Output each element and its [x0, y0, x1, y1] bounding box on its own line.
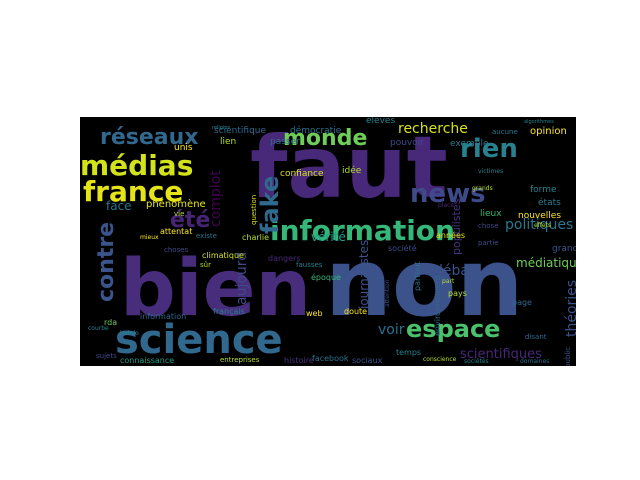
cloud-word: états: [538, 197, 561, 208]
cloud-word: page: [512, 298, 532, 307]
cloud-word: lien: [220, 137, 236, 147]
cloud-word: fake: [256, 176, 284, 234]
cloud-word: question: [250, 195, 258, 225]
cloud-word: débat: [434, 263, 475, 279]
cloud-word: complot: [208, 170, 224, 227]
cloud-word: bien: [120, 244, 311, 334]
cloud-word: réseaux: [100, 125, 198, 150]
cloud-word: france: [83, 175, 183, 208]
cloud-word: pouvoir: [390, 138, 424, 148]
word-cloud-background: [80, 117, 576, 366]
cloud-word: effets: [534, 222, 551, 229]
cloud-word: démocratie: [290, 125, 342, 136]
cloud-word: vie: [174, 210, 184, 218]
cloud-word: été: [170, 208, 210, 233]
cloud-word: journalistes: [357, 240, 371, 310]
cloud-word: idée: [342, 165, 362, 176]
cloud-word: disant: [525, 333, 547, 341]
cloud-word: aujourd: [234, 252, 250, 305]
cloud-word: passer: [270, 137, 300, 147]
cloud-word: histoire: [284, 356, 314, 365]
cloud-word: grands: [472, 185, 493, 192]
cloud-word: années: [436, 230, 465, 240]
cloud-word: charlie: [242, 233, 269, 242]
cloud-word: grand: [552, 244, 576, 254]
cloud-word: sociétés: [464, 358, 489, 365]
cloud-word: unis: [174, 143, 193, 153]
cloud-word: élèves: [366, 117, 395, 126]
cloud-word: attention: [384, 279, 391, 307]
cloud-word: nouvelles: [518, 211, 561, 221]
cloud-word: phénomène: [146, 198, 206, 210]
cloud-word: non: [325, 229, 523, 338]
cloud-word: contre: [94, 222, 119, 302]
cloud-word: dangers: [268, 254, 301, 263]
cloud-word: exemple: [450, 139, 489, 149]
cloud-word: époque: [311, 272, 341, 282]
cloud-word: pays: [448, 289, 467, 298]
cloud-word: aucune: [492, 128, 518, 136]
cloud-word: environnement: [433, 275, 442, 336]
cloud-word: information: [140, 312, 186, 321]
cloud-word: forme: [530, 185, 557, 195]
cloud-word: public: [564, 347, 572, 366]
cloud-word: théories: [564, 280, 576, 337]
cloud-word: doute: [344, 307, 367, 316]
cloud-word: choses: [164, 246, 189, 254]
cloud-word: monde: [283, 126, 367, 151]
cloud-word: rda: [104, 318, 117, 327]
cloud-word: existe: [196, 232, 217, 240]
cloud-word: victimes: [478, 168, 503, 175]
cloud-word: place: [438, 202, 454, 209]
cloud-word: climatique: [202, 251, 244, 260]
cloud-word: français: [213, 307, 245, 316]
word-cloud-image: faut bien non science information médias franc…: [80, 117, 576, 366]
cloud-word: société: [388, 243, 417, 253]
cloud-word: partie: [478, 239, 499, 247]
cloud-word: politiques: [505, 217, 573, 233]
cloud-word: scientifiques: [460, 347, 542, 362]
cloud-word: temps: [396, 348, 421, 357]
cloud-word: conscience: [423, 356, 457, 363]
cloud-word: voir: [378, 322, 405, 338]
cloud-word: domaines: [520, 358, 549, 365]
cloud-word: mieux: [140, 234, 159, 241]
cloud-word: sûr: [200, 261, 211, 269]
cloud-word: religion: [212, 125, 231, 131]
cloud-word: médiatique: [516, 256, 576, 270]
cloud-word: partout: [413, 261, 422, 291]
cloud-word: vérité: [311, 230, 346, 244]
cloud-word: face: [106, 199, 132, 213]
cloud-word: part: [442, 278, 455, 285]
cloud-word: recherche: [398, 121, 468, 137]
cloud-word: espace: [406, 315, 500, 343]
cloud-word: médias: [80, 149, 193, 182]
cloud-word: opinion: [530, 126, 567, 137]
cloud-word: information: [270, 214, 455, 247]
cloud-word: scientifique: [214, 126, 266, 136]
cloud-word: science: [115, 317, 283, 363]
cloud-word: entreprises: [220, 356, 260, 364]
cloud-word: faut: [250, 118, 448, 218]
cloud-word: chose: [478, 222, 499, 230]
cloud-word: lieux: [480, 209, 502, 219]
cloud-word: facebook: [312, 354, 349, 363]
cloud-word: hebdo: [120, 330, 139, 337]
cloud-word: news: [410, 179, 486, 209]
cloud-word: populistes: [450, 198, 463, 255]
cloud-word: attentat: [160, 227, 192, 236]
cloud-word: web: [306, 309, 323, 318]
cloud-word: confiance: [280, 169, 324, 179]
cloud-word: fausses: [296, 261, 323, 269]
cloud-word: sociaux: [352, 356, 383, 365]
cloud-word: sujets: [96, 352, 117, 360]
cloud-word: courbe: [88, 325, 109, 332]
cloud-word: rien: [460, 134, 518, 164]
cloud-word: algorithmes: [524, 119, 554, 125]
cloud-word: connaissance: [120, 356, 174, 365]
